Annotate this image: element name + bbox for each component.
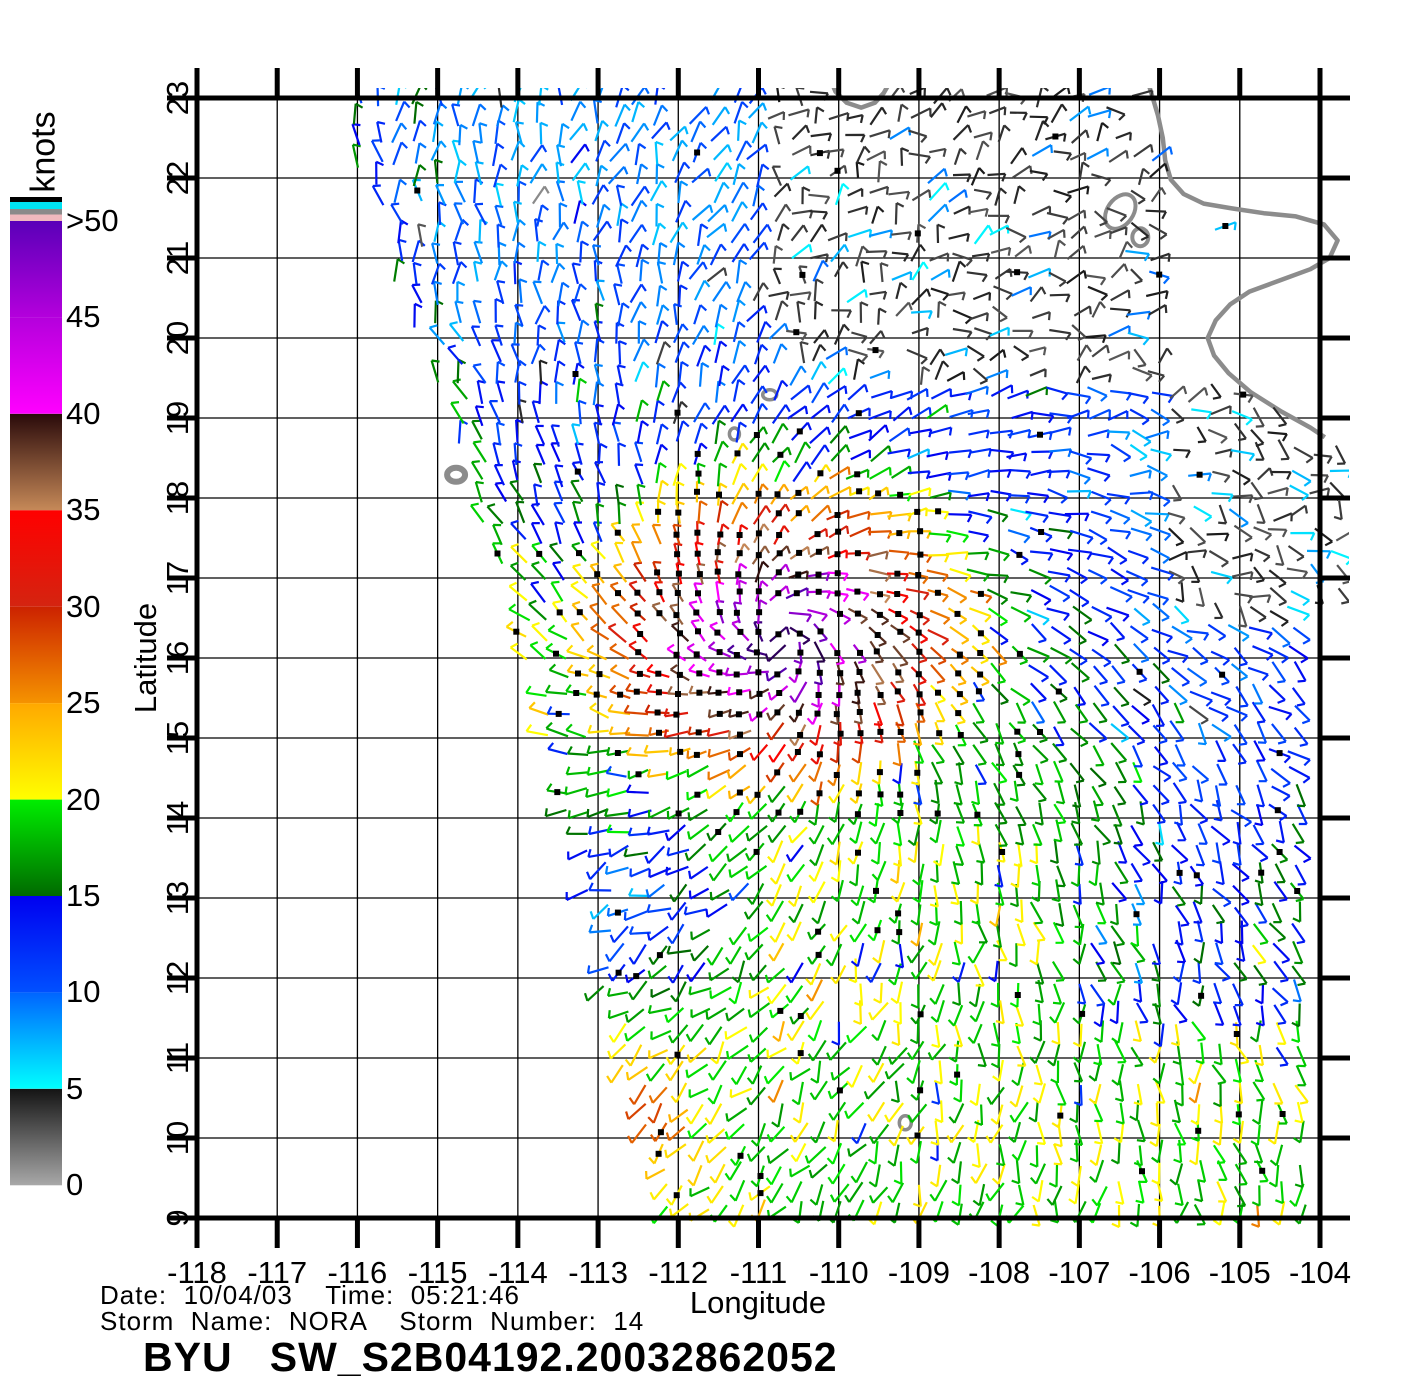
colorbar-value-label: 45 (66, 299, 101, 335)
colorbar-value-label: 25 (66, 685, 101, 721)
axes-frame (167, 68, 1350, 1248)
y-tick-label: 14 (160, 801, 195, 835)
tick-labels: -118 -117 -116 -115 -114 -113 -112 -111 -110 -109… (160, 81, 1351, 1290)
colorbar-value-label: 10 (66, 974, 101, 1010)
colorbar-value-label: 40 (66, 395, 101, 431)
x-tick-label: -112 (648, 1255, 708, 1290)
colorbar-flag-stripe (10, 197, 62, 202)
y-axis-title: Latitude (128, 602, 163, 714)
colorbar (10, 197, 62, 1186)
colorbar-segment (10, 606, 62, 704)
colorbar-title: knots (24, 111, 63, 193)
wind-barb-field (351, 88, 1349, 1228)
colorbar-flag-stripe (10, 209, 62, 215)
colorbar-flag-stripe (10, 202, 62, 209)
colorbar-value-label: 20 (66, 781, 101, 817)
x-tick-label: -113 (568, 1255, 628, 1290)
y-tick-label: 23 (160, 81, 195, 115)
y-tick-label: 17 (160, 561, 195, 595)
colorbar-value-label: 5 (66, 1070, 84, 1106)
x-tick-label: -107 (1048, 1255, 1110, 1290)
y-tick-label: 11 (160, 1042, 195, 1074)
y-tick-label: 21 (160, 241, 195, 275)
y-tick-label: 15 (160, 721, 195, 755)
y-tick-label: 12 (160, 961, 195, 995)
y-tick-label: 10 (160, 1121, 195, 1155)
y-tick-label: 13 (160, 881, 195, 915)
colorbar-segment (10, 510, 62, 607)
colorbar-value-label: >50 (66, 203, 119, 238)
colorbar-segment (10, 703, 62, 800)
y-tick-label: 22 (160, 161, 195, 195)
y-tick-label: 18 (160, 481, 195, 515)
colorbar-value-label: 30 (66, 588, 101, 624)
island-contour (897, 1114, 914, 1132)
island-contour (444, 464, 469, 485)
y-tick-label: 20 (160, 321, 195, 355)
x-tick-label: -110 (809, 1255, 869, 1290)
x-tick-label: -117 (247, 1255, 307, 1290)
colorbar-segment (10, 317, 62, 414)
y-tick-label: 9 (160, 1209, 195, 1226)
x-tick-label: -109 (888, 1255, 950, 1290)
y-tick-label: 19 (160, 401, 195, 435)
plot-title: BYU SW_S2B04192.20032862052 (143, 1334, 838, 1380)
footer-storm-info: Storm Name: NORA Storm Number: 14 (100, 1306, 645, 1336)
x-tick-label: -115 (408, 1255, 468, 1290)
colorbar-segment (10, 1088, 62, 1186)
colorbar-segment (10, 221, 62, 318)
colorbar-flag-stripe (10, 214, 62, 221)
x-tick-label: -116 (328, 1255, 388, 1290)
footer-date-time: Date: 10/04/03 Time: 05:21:46 (100, 1280, 520, 1310)
x-tick-label: -114 (488, 1255, 548, 1290)
x-tick-label: -106 (1129, 1255, 1191, 1290)
colorbar-value-label: 0 (66, 1167, 84, 1203)
x-axis-title: Longitude (689, 1285, 827, 1320)
colorbar-segment (10, 413, 62, 511)
x-tick-label: -118 (167, 1255, 227, 1290)
island-contour (727, 426, 742, 442)
colorbar-segment (10, 799, 62, 896)
x-tick-label: -105 (1209, 1255, 1271, 1290)
y-tick-label: 16 (160, 641, 195, 675)
colorbar-value-label: 15 (66, 878, 101, 913)
x-tick-label: -104 (1289, 1255, 1351, 1290)
rain-flag-squares (414, 133, 1301, 1199)
x-tick-label: -111 (730, 1255, 787, 1290)
colorbar-value-label: 35 (66, 492, 101, 528)
colorbar-segment (10, 992, 62, 1089)
x-tick-label: -108 (968, 1255, 1030, 1290)
colorbar-segment (10, 896, 62, 993)
island-contour (1103, 192, 1138, 231)
